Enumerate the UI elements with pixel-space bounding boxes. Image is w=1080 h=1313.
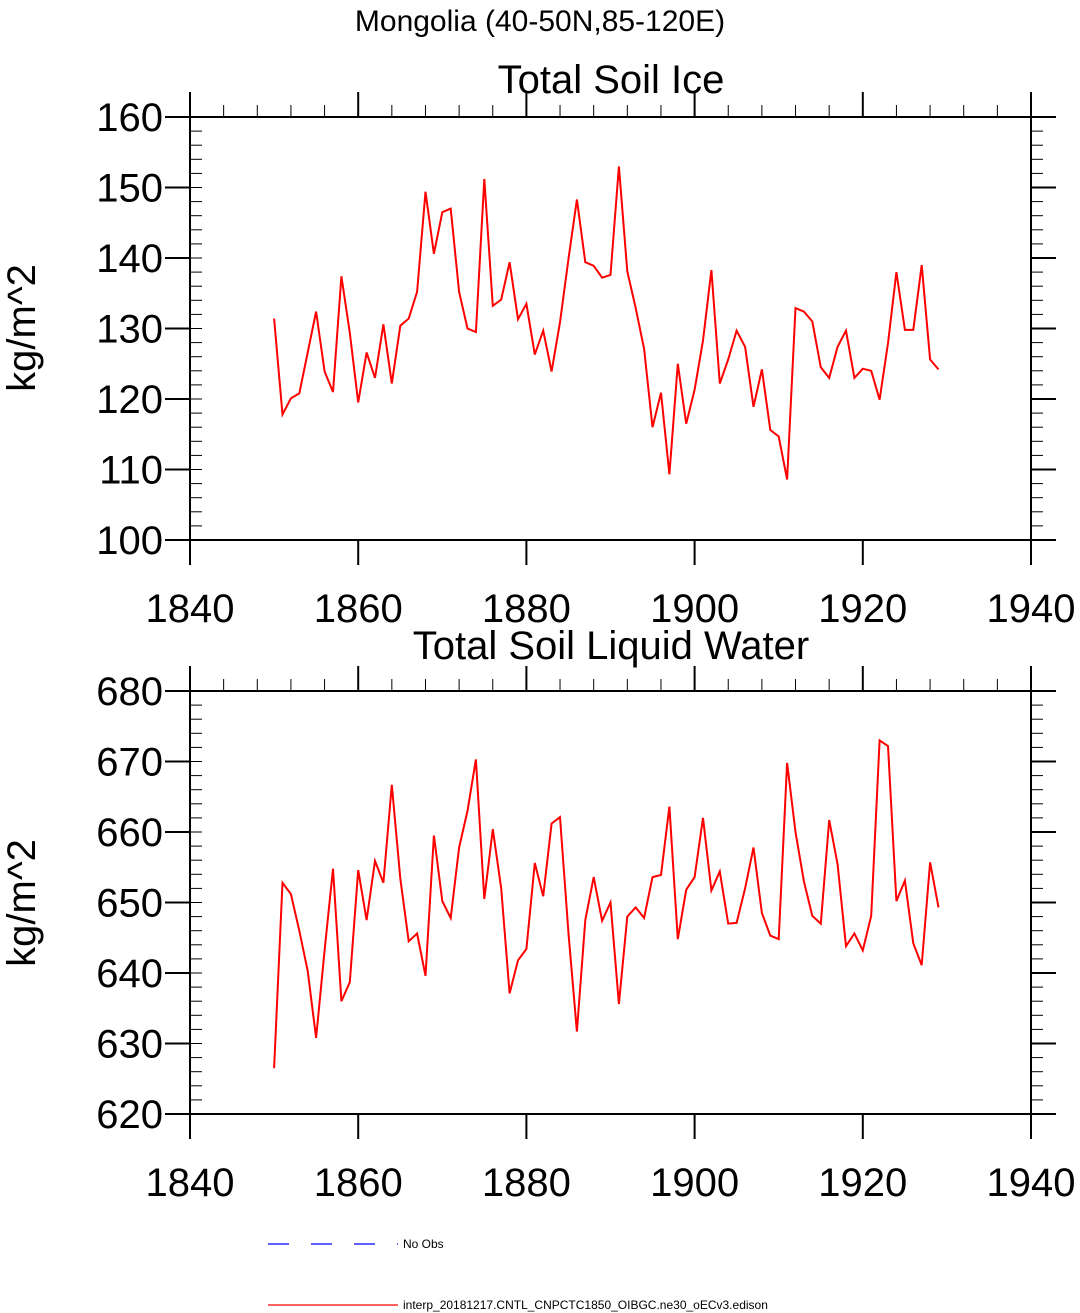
x-tick-label: 1920 <box>818 587 907 631</box>
x-tick-label: 1920 <box>818 1161 907 1205</box>
panel-soil-liquid-water-x-tick-labels: 1840 1860 1880 1900 1920 1940 <box>146 1161 1076 1205</box>
y-tick-label: 670 <box>96 741 163 785</box>
x-tick-label: 1880 <box>482 1161 571 1205</box>
figure-suptitle: Mongolia (40-50N,85-120E) <box>355 5 725 38</box>
x-tick-label: 1940 <box>987 587 1076 631</box>
x-tick-label: 1900 <box>650 1161 739 1205</box>
y-tick-label: 630 <box>96 1023 163 1067</box>
y-tick-label: 160 <box>96 96 163 140</box>
y-tick-label: 150 <box>96 167 163 211</box>
y-tick-label: 130 <box>96 308 163 352</box>
panel-soil-ice-ylabel: kg/m^2 <box>0 264 44 392</box>
y-tick-label: 110 <box>99 449 163 493</box>
y-tick-label: 660 <box>96 811 163 855</box>
y-tick-label: 640 <box>96 952 163 996</box>
panel-soil-ice-x-tick-labels: 1840 1860 1880 1900 1920 1940 <box>146 587 1076 631</box>
y-tick-label: 100 <box>96 519 163 563</box>
x-tick-label: 1840 <box>146 587 235 631</box>
legend-model-label: interp_20181217.CNTL_CNPCTC1850_OIBGC.ne… <box>403 1298 768 1312</box>
legend-no-obs-label: No Obs <box>403 1237 444 1251</box>
panel-soil-liquid-water-y-tick-labels: 620 630 640 650 660 670 680 <box>96 670 163 1137</box>
x-tick-label: 1840 <box>146 1161 235 1205</box>
panel-soil-liquid-water-series-line <box>273 738 940 1069</box>
y-tick-label: 680 <box>96 670 163 714</box>
panel-soil-liquid-water-major-ticks <box>165 666 1056 1139</box>
x-tick-label: 1880 <box>482 587 571 631</box>
y-tick-label: 140 <box>96 237 163 281</box>
y-tick-label: 620 <box>96 1093 163 1137</box>
y-tick-label: 650 <box>96 882 163 926</box>
panel-soil-liquid-water-ylabel: kg/m^2 <box>0 839 44 967</box>
panel-soil-ice-major-ticks <box>165 92 1056 565</box>
x-tick-label: 1900 <box>650 587 739 631</box>
panel-soil-ice-title: Total Soil Ice <box>498 58 725 102</box>
panel-soil-ice-series-line <box>273 166 940 480</box>
x-tick-label: 1860 <box>314 1161 403 1205</box>
legend: No Obs interp_20181217.CNTL_CNPCTC1850_O… <box>268 1237 768 1312</box>
panel-soil-ice: Total Soil Ice kg/m^2 100 110 120 130 140 150… <box>0 58 1075 631</box>
panel-soil-liquid-water-minor-ticks <box>189 679 1043 1115</box>
panel-soil-liquid-water: Total Soil Liquid Water kg/m^2 620 630 640… <box>0 624 1075 1205</box>
panel-soil-liquid-water-title: Total Soil Liquid Water <box>413 624 809 668</box>
x-tick-label: 1940 <box>987 1161 1076 1205</box>
x-tick-label: 1860 <box>314 587 403 631</box>
y-tick-label: 120 <box>96 378 163 422</box>
panel-soil-ice-y-tick-labels: 100 110 120 130 140 150 160 <box>96 96 163 563</box>
